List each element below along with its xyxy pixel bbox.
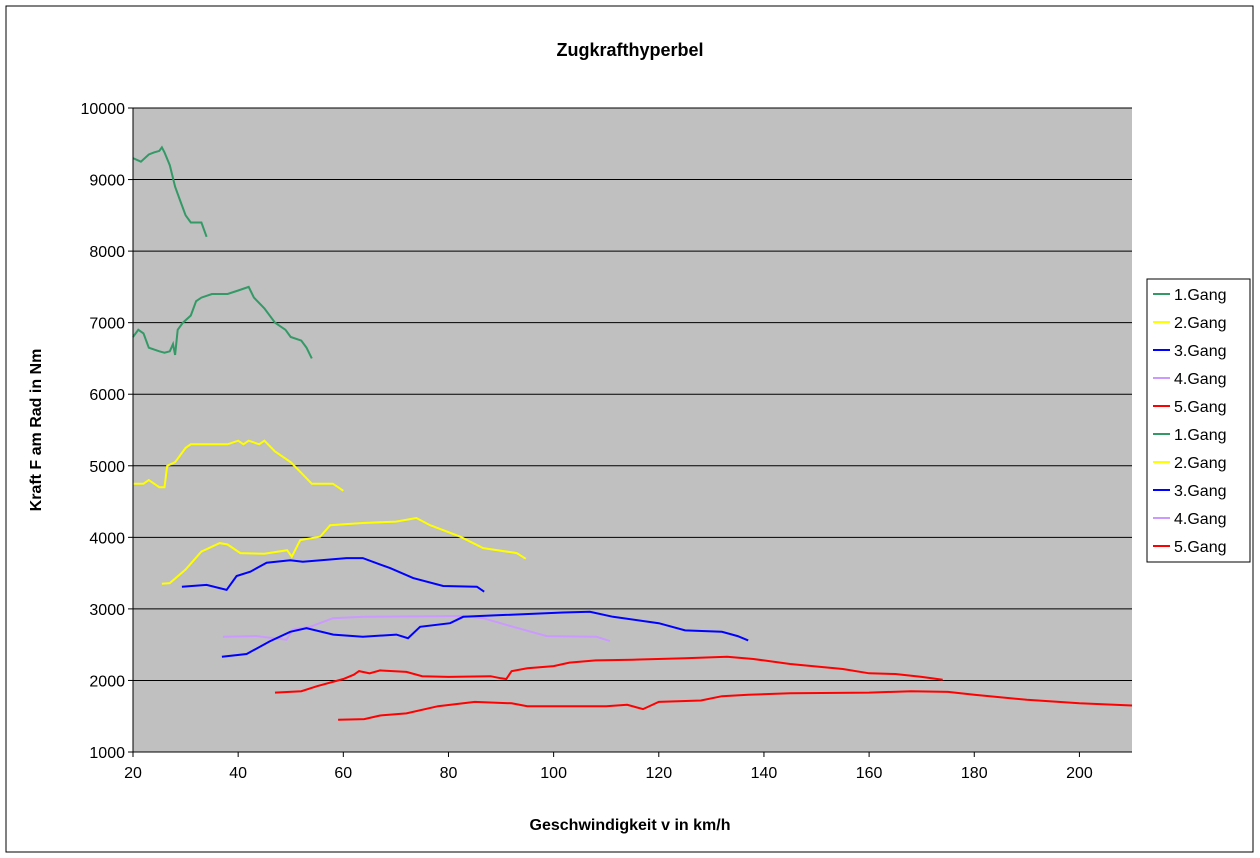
y-tick-label: 2000	[89, 673, 125, 690]
x-tick-label: 200	[1066, 765, 1093, 782]
x-tick-label: 140	[751, 765, 778, 782]
series-line-3-gang	[221, 610, 749, 658]
x-tick-label: 120	[645, 765, 672, 782]
series-line-3-gang	[181, 557, 485, 593]
chart-title: Zugkrafthyperbel	[556, 40, 703, 60]
x-tick-label: 60	[334, 765, 352, 782]
plot-area	[133, 108, 1132, 752]
legend-label: 1.Gang	[1174, 287, 1226, 304]
legend	[1146, 278, 1251, 563]
y-tick-label: 1000	[89, 745, 125, 762]
legend-label: 5.Gang	[1174, 539, 1226, 556]
legend-label: 3.Gang	[1174, 343, 1226, 360]
legend-label: 5.Gang	[1174, 399, 1226, 416]
x-tick-label: 160	[856, 765, 883, 782]
y-tick-label: 9000	[89, 173, 125, 190]
y-tick-label: 8000	[89, 244, 125, 261]
legend-label: 4.Gang	[1174, 371, 1226, 388]
series-line-2-gang	[161, 516, 527, 585]
series-line-5-gang	[274, 655, 943, 694]
series-line-2-gang	[133, 439, 344, 492]
legend-label: 3.Gang	[1174, 483, 1226, 500]
x-tick-label: 180	[961, 765, 988, 782]
x-tick-label: 40	[229, 765, 247, 782]
legend-label: 2.Gang	[1174, 455, 1226, 472]
x-tick-label: 80	[440, 765, 458, 782]
series-line-1-gang	[132, 145, 208, 238]
y-tick-label: 4000	[89, 530, 125, 547]
legend-label: 2.Gang	[1174, 315, 1226, 332]
y-tick-label: 10000	[81, 101, 126, 118]
series-line-5-gang	[338, 690, 1133, 721]
legend-label: 1.Gang	[1174, 427, 1226, 444]
x-tick-label: 100	[540, 765, 567, 782]
y-tick-label: 5000	[89, 459, 125, 476]
series-line-1-gang	[132, 285, 313, 359]
y-tick-label: 6000	[89, 387, 125, 404]
x-axis-label: Geschwindigkeit v in km/h	[530, 817, 731, 834]
x-tick-label: 20	[124, 765, 142, 782]
series-line-4-gang	[222, 614, 611, 643]
y-tick-label: 7000	[89, 316, 125, 333]
y-tick-label: 3000	[89, 602, 125, 619]
legend-label: 4.Gang	[1174, 511, 1226, 528]
y-axis-label: Kraft F am Rad in Nm	[28, 349, 45, 512]
